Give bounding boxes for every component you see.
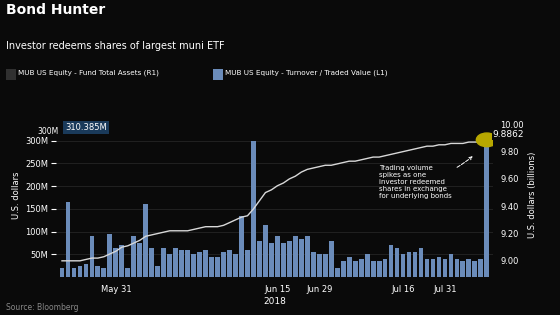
Bar — [143, 204, 148, 277]
Bar — [389, 245, 394, 277]
Bar — [400, 255, 405, 277]
Bar — [275, 236, 280, 277]
Bar — [203, 250, 208, 277]
Bar — [221, 252, 226, 277]
Bar — [359, 259, 363, 277]
Ellipse shape — [477, 133, 497, 147]
Bar — [185, 250, 190, 277]
Bar — [161, 248, 166, 277]
Bar — [257, 241, 262, 277]
X-axis label: 2018: 2018 — [263, 297, 286, 306]
Bar — [239, 216, 244, 277]
Bar — [114, 248, 118, 277]
Bar — [484, 136, 489, 277]
Bar — [119, 245, 124, 277]
Bar — [155, 266, 160, 277]
Bar — [132, 236, 136, 277]
Bar — [311, 252, 316, 277]
Text: 310.385M: 310.385M — [65, 123, 107, 132]
Bar — [365, 255, 370, 277]
Text: 300M: 300M — [38, 127, 59, 136]
Bar — [137, 243, 142, 277]
Y-axis label: U.S. dollars (billions): U.S. dollars (billions) — [528, 152, 537, 238]
Bar — [287, 241, 292, 277]
Bar — [251, 141, 256, 277]
Bar — [431, 259, 435, 277]
Bar — [215, 257, 220, 277]
Bar — [72, 268, 76, 277]
Bar — [424, 259, 430, 277]
Bar — [173, 248, 178, 277]
Bar — [96, 266, 100, 277]
Bar — [437, 257, 441, 277]
Text: Source: Bloomberg: Source: Bloomberg — [6, 303, 78, 312]
Bar — [395, 248, 399, 277]
Bar — [449, 255, 453, 277]
Bar — [455, 259, 459, 277]
Bar — [382, 259, 388, 277]
Y-axis label: U.S. dollars: U.S. dollars — [12, 172, 21, 219]
Bar — [329, 241, 334, 277]
Bar — [281, 243, 286, 277]
Bar — [466, 259, 472, 277]
Bar — [341, 261, 346, 277]
Bar — [125, 268, 130, 277]
Bar — [442, 259, 447, 277]
Bar — [209, 257, 214, 277]
Bar — [150, 248, 154, 277]
Bar — [293, 236, 298, 277]
Bar — [371, 261, 376, 277]
Bar — [323, 255, 328, 277]
Bar — [413, 252, 417, 277]
Bar — [245, 250, 250, 277]
Bar — [90, 236, 94, 277]
Bar — [478, 259, 483, 277]
Text: Trading volume
spikes as one
investor redeemed
shares in exchange
for underlying: Trading volume spikes as one investor re… — [379, 157, 472, 199]
Bar — [233, 255, 238, 277]
Text: Bond Hunter: Bond Hunter — [6, 3, 105, 17]
Bar — [227, 250, 232, 277]
Bar — [59, 268, 64, 277]
Text: 9.8862: 9.8862 — [493, 130, 524, 139]
Bar — [269, 243, 274, 277]
Bar — [101, 268, 106, 277]
Bar — [305, 236, 310, 277]
Bar — [353, 261, 358, 277]
Bar — [167, 255, 172, 277]
Bar — [197, 252, 202, 277]
Bar — [83, 264, 88, 277]
Bar — [347, 257, 352, 277]
Bar — [473, 261, 477, 277]
Bar — [179, 250, 184, 277]
Bar — [460, 261, 465, 277]
Bar — [66, 202, 71, 277]
Text: Investor redeems shares of largest muni ETF: Investor redeems shares of largest muni … — [6, 41, 224, 51]
Bar — [377, 261, 381, 277]
Bar — [191, 255, 196, 277]
Bar — [263, 225, 268, 277]
Bar — [407, 252, 412, 277]
Bar — [77, 266, 82, 277]
Bar — [108, 234, 112, 277]
Text: MUB US Equity - Fund Total Assets (R1): MUB US Equity - Fund Total Assets (R1) — [18, 69, 159, 76]
Bar — [299, 238, 304, 277]
Bar — [335, 268, 339, 277]
Text: MUB US Equity - Turnover / Traded Value (L1): MUB US Equity - Turnover / Traded Value … — [225, 69, 388, 76]
Bar — [317, 255, 321, 277]
Bar — [419, 248, 423, 277]
